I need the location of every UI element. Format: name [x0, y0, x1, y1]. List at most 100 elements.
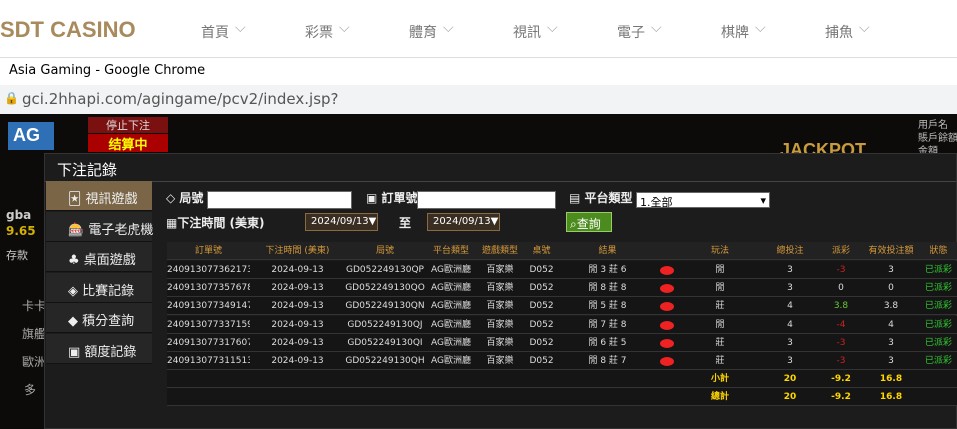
nav-item[interactable]: 電子 — [617, 25, 645, 41]
table-cell: AG歐洲廳 — [431, 283, 471, 294]
table-cell: 0 — [888, 283, 894, 294]
table-cell: 閒 — [715, 319, 725, 330]
table-row[interactable]: 240913077311513 2024-09-13 07:19:52 GD0522… — [167, 352, 957, 370]
site-nav: SDT CASINO 首頁 ⌵ 彩票 ⌵ 體育 ⌵ 視訊 ⌵ 電子 ⌵ 棋牌 ⌵ 捕魚 ⌵ — [0, 0, 957, 58]
table-cell: 3 — [888, 337, 894, 348]
table-cell: 2024-09-13 07:23:45 — [271, 301, 324, 312]
table-cell: -3 — [836, 356, 846, 366]
table-cell: D052 — [529, 265, 554, 275]
table-row[interactable]: 240913077317607 2024-09-13 07:20:31 GD0522… — [167, 333, 957, 352]
column-header: 訂單號 — [194, 246, 222, 256]
video-icon[interactable] — [660, 266, 674, 275]
order-input[interactable] — [417, 191, 556, 209]
video-icon[interactable] — [660, 284, 674, 294]
column-header: 玩法 — [710, 246, 729, 256]
url[interactable]: gci.2hhapi.com/agingame/pcv2/index.jsp? — [22, 90, 339, 108]
nav-chevron: ⌵ — [547, 20, 558, 36]
total-cell: -9.2 — [831, 392, 851, 402]
column-header: 局號 — [375, 246, 394, 256]
divider — [45, 181, 956, 182]
column-header: 總投注 — [776, 246, 804, 256]
user: gba — [6, 208, 32, 222]
menu-item[interactable]: ◈ 比賽記錄 — [46, 272, 152, 303]
round-input[interactable] — [207, 191, 352, 209]
platform-label: ▤ 平台類型 — [569, 191, 633, 205]
table-cell: 240913077317607 — [167, 337, 250, 348]
account-info: 金額 — [918, 146, 938, 157]
table-row[interactable]: 240913077357678 2024-09-13 07:24:32 GD0522… — [167, 279, 957, 298]
column-header: 派彩 — [831, 246, 850, 256]
nav-chevron: ⌵ — [235, 20, 246, 36]
menu-item[interactable]: ◆ 積分查詢 — [46, 303, 152, 333]
column-header: 桌號 — [532, 246, 551, 256]
table-cell: 4 — [787, 319, 793, 330]
table-cell: 百家樂 — [486, 265, 514, 275]
table-cell: 2024-09-13 07:24:32 — [271, 283, 324, 294]
brand[interactable]: SDT CASINO — [0, 17, 136, 42]
table-cell: -3 — [836, 337, 846, 348]
table-row[interactable]: 240913077349147 2024-09-13 07:23:45 GD0522… — [167, 297, 957, 316]
menu-label: 電子老虎機 — [88, 222, 154, 238]
nav-item[interactable]: 首頁 — [201, 25, 229, 41]
video-icon[interactable] — [660, 302, 674, 312]
round-label: ◇ 局號 — [166, 191, 204, 205]
to-label: 至 — [399, 216, 412, 230]
dialog-title: 下注記錄 — [57, 161, 118, 179]
table-cell: 3 — [787, 356, 793, 366]
menu-item[interactable]: ♣ 桌面遊戲 — [46, 242, 152, 272]
column-header: 狀態 — [929, 246, 948, 256]
table-cell: 240913077311513 — [167, 356, 250, 366]
side-tab: 多 — [24, 383, 37, 397]
platform-select[interactable]: 1.全部 ▾ — [636, 192, 770, 209]
table-row[interactable]: 240913077362173 2024-09-13 07:25:01 GD0522… — [167, 261, 957, 279]
search-button[interactable]: ⌕查詢 — [566, 212, 612, 232]
account-info: 用戶名 — [918, 120, 948, 131]
table-cell: 4 — [888, 319, 894, 330]
nav-item[interactable]: 彩票 — [305, 25, 333, 41]
table-cell: GD052249130QI — [347, 337, 423, 348]
table-cell: 240913077357678 — [167, 283, 250, 294]
table-cell: 莊 — [715, 301, 725, 312]
table-cell: 240913077337159 — [167, 319, 250, 330]
deposit: 存款 — [6, 249, 28, 262]
table-cell: 百家樂 — [486, 301, 514, 312]
menu-item[interactable]: 🎰 電子老虎機 — [46, 211, 154, 242]
table-cell: AG歐洲廳 — [431, 301, 471, 312]
table-cell: 閒 8 莊 8 — [588, 283, 627, 294]
table-cell: 已派彩 — [924, 356, 952, 366]
nav-item[interactable]: 體育 — [409, 25, 437, 41]
nav-item[interactable]: 視訊 — [513, 25, 541, 41]
side-tab: 卡卡 — [22, 299, 47, 313]
video-icon[interactable] — [660, 320, 674, 330]
date-to[interactable]: 2024/09/13▼ — [427, 213, 500, 231]
table-cell: 3 — [787, 337, 793, 348]
nav-chevron: ⌵ — [339, 20, 350, 36]
nav-chevron: ⌵ — [651, 20, 662, 36]
menu-label: 比賽記錄 — [82, 283, 135, 299]
time-label: ▦下注時間 (美東) — [166, 216, 265, 230]
nav-item[interactable]: 棋牌 — [721, 25, 749, 41]
search-text: 查詢 — [576, 217, 601, 231]
table-row[interactable]: 240913077337159 2024-09-13 07:22:33 GD0522… — [167, 315, 957, 334]
table-cell: AG歐洲廳 — [431, 319, 471, 330]
date-from[interactable]: 2024/09/13▼ — [305, 213, 378, 231]
table-cell: GD052249130QN — [345, 301, 425, 312]
table-cell: 240913077349147 — [167, 301, 250, 312]
video-icon[interactable] — [660, 357, 674, 366]
menu-item[interactable]: 🃏 視訊遊戲 — [46, 181, 152, 211]
menu-label: 積分查詢 — [82, 314, 135, 329]
table-cell: GD052249130QJ — [347, 319, 423, 330]
table-cell: 閒 7 莊 8 — [588, 319, 627, 330]
nav-item[interactable]: 捕魚 — [825, 25, 853, 41]
table-cell: D052 — [529, 337, 554, 348]
table-cell: 4 — [787, 301, 793, 312]
total-cell: 20 — [783, 392, 797, 402]
window-title-bar: Asia Gaming - Google Chrome — [0, 58, 957, 85]
nav-chevron: ⌵ — [755, 20, 766, 36]
table-cell: 閒 8 莊 7 — [588, 356, 627, 366]
column-header: 遊戲類型 — [481, 246, 518, 256]
menu-item[interactable]: ▣ 額度記錄 — [46, 333, 152, 364]
subtotal-cell: 小計 — [710, 374, 729, 384]
balance: 9.65 — [6, 224, 36, 238]
video-icon[interactable] — [660, 338, 674, 348]
